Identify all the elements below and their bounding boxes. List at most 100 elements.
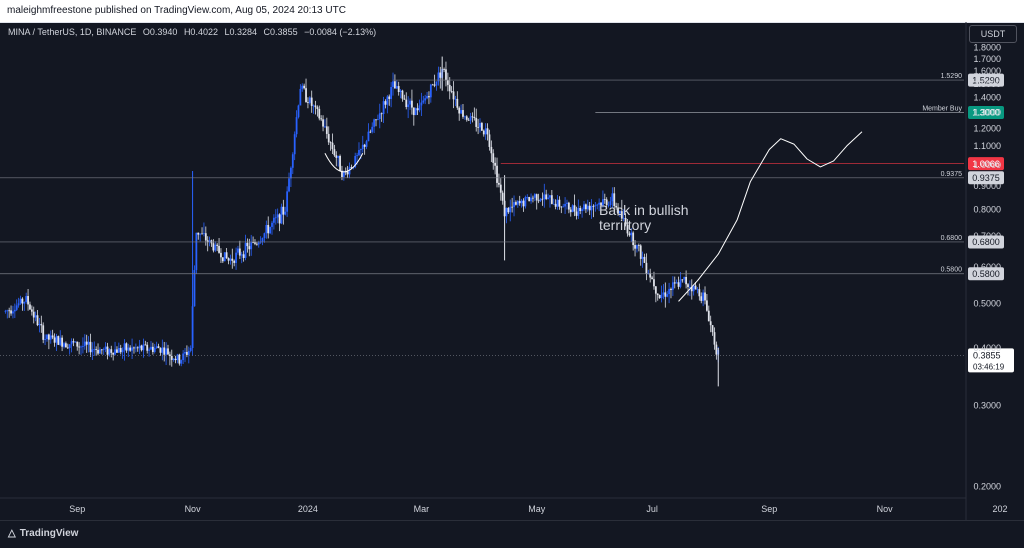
- x-tick-label: Jul: [646, 504, 658, 514]
- symbol-name: MINA / TetherUS, 1D, BINANCE: [8, 27, 137, 37]
- candle-body: [134, 347, 137, 349]
- level-price-tag-text: 1.3000: [972, 108, 1000, 118]
- candle-body: [651, 277, 653, 280]
- candle-body: [278, 214, 281, 224]
- candle-body: [114, 349, 116, 355]
- candle-body: [25, 296, 28, 302]
- candle-body: [602, 199, 604, 206]
- candle-body: [324, 126, 326, 128]
- candle-body: [613, 193, 616, 206]
- candle-body: [681, 279, 684, 281]
- candle-body: [552, 203, 555, 205]
- candle-body: [569, 209, 572, 213]
- candle-body: [397, 86, 400, 93]
- candle-body: [573, 205, 576, 212]
- price-chart[interactable]: 1.5290 1.5290 Member Buy 1.3000 1.0066 0.9375…: [0, 22, 1024, 520]
- candle-body: [630, 232, 633, 236]
- candle-body: [80, 346, 82, 348]
- candle-body: [683, 276, 686, 280]
- candle-body: [320, 118, 323, 120]
- candle-body: [545, 194, 548, 199]
- candle-body: [539, 198, 542, 201]
- candle-body: [254, 242, 256, 244]
- candle-body: [290, 167, 292, 179]
- candle-body: [632, 232, 635, 246]
- candle-body: [40, 324, 43, 326]
- candle-body: [299, 88, 302, 106]
- candle-body: [303, 85, 306, 89]
- candle-body: [395, 86, 398, 89]
- candle-body: [182, 353, 185, 361]
- candle-body: [8, 310, 11, 312]
- y-tick-label: 0.8000: [973, 204, 1001, 214]
- candle-body: [388, 96, 391, 99]
- candle-body: [592, 205, 595, 207]
- x-tick-label: 2024: [298, 504, 318, 514]
- candle-body: [586, 205, 589, 210]
- candle-body: [462, 110, 464, 117]
- candle-body: [51, 335, 54, 338]
- candle-body: [645, 262, 648, 274]
- candle-body: [522, 200, 525, 207]
- candle-body: [76, 341, 79, 347]
- candle-body: [221, 257, 224, 262]
- candle-body: [204, 233, 207, 241]
- candle-body: [172, 358, 175, 360]
- candle-body: [384, 101, 387, 105]
- candle-body: [390, 86, 393, 99]
- candle-body: [405, 99, 408, 108]
- candle-body: [108, 349, 111, 355]
- level-price-tag: [968, 73, 1004, 87]
- y-tick-label: 0.3000: [973, 400, 1001, 410]
- candle-body: [624, 217, 627, 225]
- published-text: maleighmfreestone published on TradingVi…: [7, 5, 346, 16]
- candle-body: [566, 202, 568, 204]
- candle-body: [318, 108, 321, 119]
- candle-body: [694, 285, 697, 290]
- candle-body: [564, 203, 566, 207]
- y-tick-label: 0.2000: [973, 481, 1001, 491]
- candle-body: [583, 204, 585, 210]
- candle-body: [227, 258, 230, 261]
- candle-body: [38, 324, 41, 326]
- candle-body: [471, 116, 474, 118]
- candle-body: [596, 204, 599, 206]
- candle-body: [263, 233, 266, 239]
- current-price-text: 0.3855: [973, 350, 1001, 360]
- candle-body: [535, 194, 538, 201]
- candle-body: [480, 123, 483, 131]
- candle-body: [176, 354, 179, 361]
- candle-body: [248, 246, 251, 250]
- candle-body: [246, 242, 249, 247]
- candle-body: [117, 347, 120, 353]
- candle-body: [297, 105, 300, 118]
- tradingview-logo[interactable]: △ TradingView: [8, 528, 78, 539]
- candle-body: [584, 204, 587, 210]
- candle-body: [590, 205, 593, 211]
- candle-body: [378, 113, 381, 120]
- candle-body: [225, 252, 228, 259]
- candle-body: [30, 309, 33, 312]
- candle-body: [325, 126, 328, 134]
- y-tick-label: 1.8000: [973, 42, 1001, 52]
- candle-body: [594, 205, 597, 207]
- candle-body: [600, 202, 602, 206]
- candle-body: [611, 193, 614, 202]
- candle-body: [331, 142, 334, 150]
- candle-body: [392, 81, 394, 87]
- candle-body: [267, 224, 270, 234]
- currency-button[interactable]: USDT: [969, 25, 1017, 43]
- candle-body: [339, 155, 341, 171]
- candle-body: [636, 245, 638, 249]
- candle-body: [662, 292, 665, 295]
- candle-body: [13, 309, 16, 312]
- candle-body: [411, 100, 413, 108]
- candle-body: [346, 171, 349, 175]
- publish-bar: maleighmfreestone published on TradingVi…: [0, 0, 1024, 23]
- candle-body: [257, 242, 260, 245]
- candle-body: [133, 347, 135, 349]
- candle-body: [407, 104, 410, 108]
- candle-body: [547, 197, 549, 199]
- candle-body: [450, 91, 453, 92]
- candle-body: [288, 178, 290, 192]
